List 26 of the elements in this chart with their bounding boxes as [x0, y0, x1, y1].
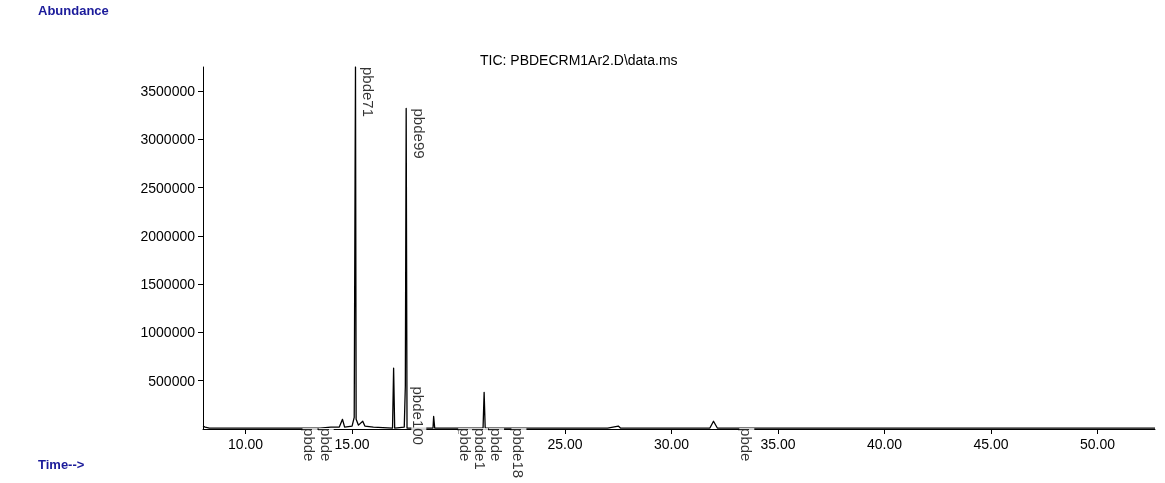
annotation: pbde71 [360, 67, 378, 118]
y-tick-label: 1000000 [140, 324, 196, 341]
y-axis-title: Abundance [38, 3, 109, 18]
y-tick-label: 3000000 [140, 131, 196, 148]
x-tick-label: 15.00 [334, 436, 370, 452]
y-tick-label: 1500000 [140, 276, 196, 293]
x-tick-label: 35.00 [760, 436, 796, 452]
x-tick-label: 40.00 [867, 436, 903, 452]
y-tick-label: 500000 [148, 372, 196, 389]
annotation: pbde [488, 428, 506, 462]
annotation: pbde [301, 428, 319, 462]
x-tick-label: 30.00 [654, 436, 690, 452]
x-tick-label: 50.00 [1079, 436, 1116, 452]
annotation: pbde [317, 428, 335, 462]
annotation: pbde99 [411, 108, 429, 159]
annotation: pbde100 [410, 386, 428, 445]
x-tick-label: 10.00 [228, 436, 264, 452]
x-tick-label: 25.00 [547, 436, 583, 452]
x-tick-label: 45.00 [973, 436, 1009, 452]
annotation: pbde [738, 428, 756, 462]
annotation: pbde18 [510, 428, 528, 479]
chart-title: TIC: PBDECRM1Ar2.D\data.ms [480, 52, 678, 68]
y-tick-label: 2000000 [140, 227, 196, 244]
y-tick-label: 2500000 [140, 179, 196, 196]
y-tick-label: 3500000 [140, 83, 196, 100]
x-axis-title: Time--> [38, 457, 85, 472]
